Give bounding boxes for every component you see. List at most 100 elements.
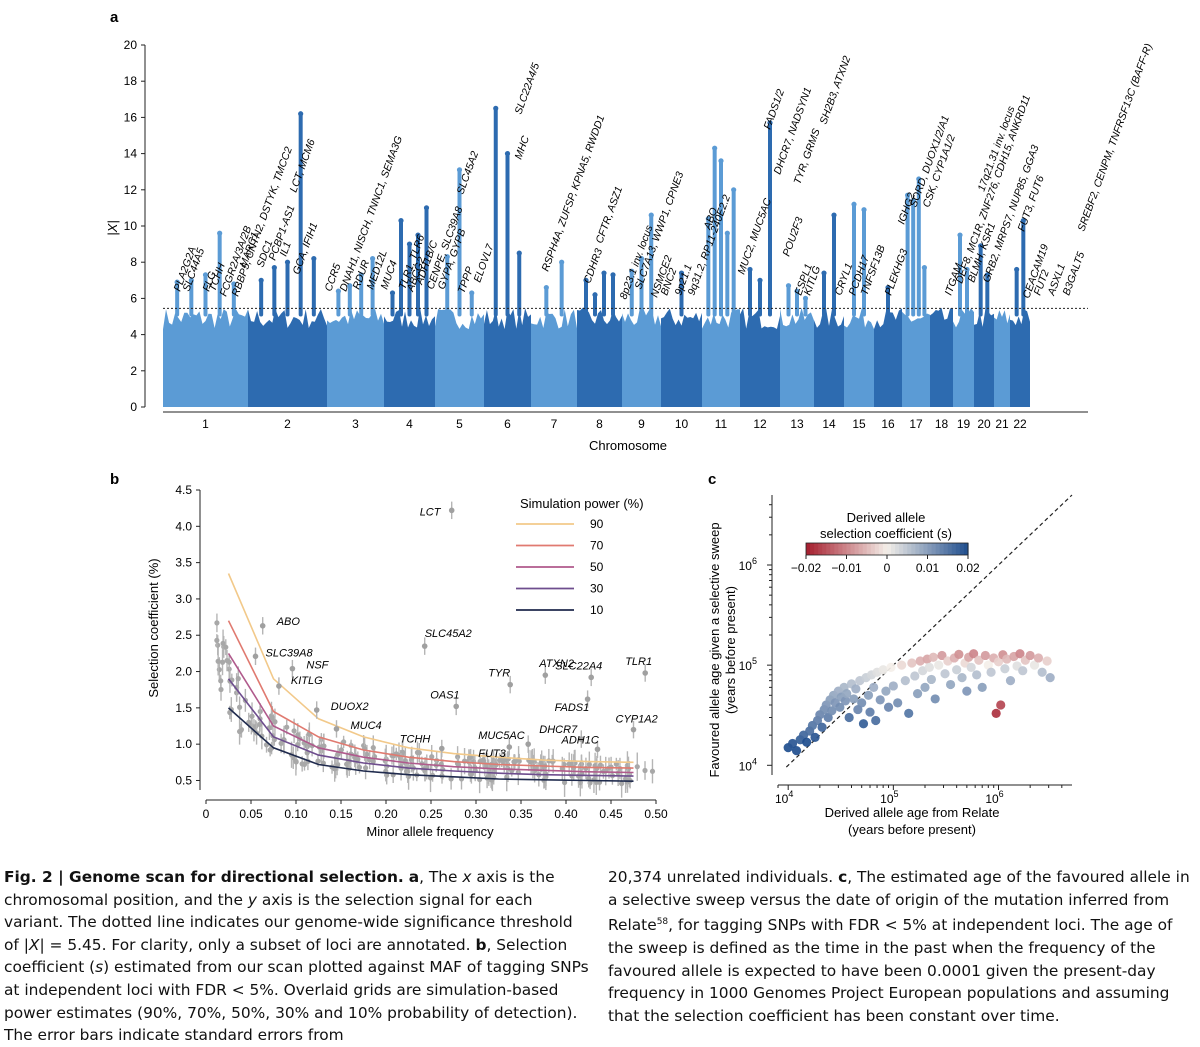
peak-column: [259, 280, 264, 317]
chromosome-tick-label: 9: [638, 417, 645, 431]
data-point: [218, 678, 224, 684]
figure-caption-right: 20,374 unrelated individuals. c, The est…: [608, 866, 1196, 1027]
point-label: SLC45A2: [425, 628, 472, 640]
sweep-point: [974, 655, 984, 665]
chromosome-tick-label: 1: [202, 417, 209, 431]
peak-point: [610, 272, 616, 278]
chromosome-chromosome-band: [163, 309, 248, 407]
sweep-point: [993, 657, 1004, 667]
peak-column: [706, 218, 711, 317]
chromosome-tick-label: 3: [352, 417, 359, 431]
data-point: [215, 658, 221, 664]
data-point: [561, 779, 568, 786]
colorbar-segment: [959, 543, 965, 555]
chromosome-chromosome-band: [484, 308, 531, 407]
y-tick-label: 20: [124, 38, 138, 52]
point-label: SLC39A8: [266, 647, 314, 659]
power-line-10: [227, 707, 634, 782]
y-tick-label: 104: [739, 756, 757, 773]
peak-point: [188, 277, 194, 283]
sweep-point: [977, 682, 987, 692]
peak-column: [285, 262, 290, 317]
point-label: ABO: [276, 616, 301, 628]
data-point: [267, 747, 273, 753]
colorbar-segment: [955, 543, 961, 555]
colorbar-segment: [891, 543, 896, 555]
colorbar-segment: [846, 543, 852, 555]
chromosome-tick-label: 15: [852, 417, 866, 431]
y-tick-label: 12: [124, 183, 138, 197]
peak-point: [724, 230, 730, 236]
sweep-point: [1033, 653, 1044, 663]
peak-column: [370, 258, 375, 317]
caption-text: 20,374 unrelated individuals.: [608, 868, 839, 886]
peak-column: [336, 291, 341, 317]
peak-column: [424, 207, 429, 317]
colorbar-segment: [887, 543, 892, 555]
point-label: OAS1: [430, 689, 459, 701]
data-point: [272, 719, 278, 725]
sweep-point: [910, 671, 920, 681]
peak-column: [822, 273, 826, 317]
locus-label: SH2B3, ATXN2: [818, 54, 854, 126]
locus-label: IL1: [278, 240, 294, 258]
colorbar-title-line2: selection coefficient (s): [820, 526, 952, 541]
allele-age-plot: c 104 105 106 104 105 106 −0.02 −0.01 0 0.01 0.02…: [707, 471, 1073, 837]
peak-point: [767, 120, 773, 126]
colorbar-segment: [866, 543, 872, 555]
peak-column: [916, 178, 921, 317]
sweep-point: [869, 682, 879, 692]
colorbar-segment: [947, 543, 953, 555]
peak-point: [559, 259, 565, 265]
tick-exponent: 6: [999, 789, 1004, 799]
peak-point: [335, 288, 341, 294]
locus-label: SLC22A4/5: [513, 61, 543, 116]
colorbar-segment: [915, 543, 920, 555]
peak-column: [584, 280, 588, 317]
x-tick-label: 0.35: [509, 807, 533, 821]
locus-label: LCT, MCM6: [288, 138, 318, 195]
peak-column: [852, 204, 856, 317]
sweep-point: [980, 650, 990, 661]
colorbar-segment: [899, 543, 904, 555]
peak-column: [832, 215, 836, 317]
colorbar-segment: [907, 543, 912, 555]
peak-point: [861, 207, 867, 213]
caption-text: axis is the chromosomal position, and th…: [4, 868, 555, 909]
labelled-point: [630, 726, 637, 733]
point-label: MUC4: [351, 720, 382, 732]
locus-label: CDHR3: [582, 247, 606, 285]
colorbar-tick-label: 0.01: [916, 561, 940, 575]
peak-point: [174, 279, 180, 285]
peak-point: [423, 205, 430, 211]
point-label: ATXN2: [538, 658, 574, 670]
data-point: [295, 732, 301, 738]
labelled-point: [421, 643, 428, 649]
legend-label: 10: [590, 603, 604, 617]
peak-point: [905, 192, 911, 198]
y-tick-label: 0.5: [175, 773, 192, 787]
peak-column: [725, 233, 730, 317]
data-point: [625, 766, 632, 772]
y-axis-label: Selection coefficient (%): [146, 558, 161, 697]
sweep-point: [1042, 656, 1052, 666]
peak-point: [358, 272, 364, 278]
locus-label: MHC: [513, 134, 533, 161]
data-point: [338, 747, 344, 753]
labelled-point: [594, 746, 601, 753]
labelled-point: [313, 707, 320, 713]
colorbar-segment: [810, 543, 815, 555]
sweep-point: [844, 712, 854, 723]
locus-label: GCA, IFIH1: [291, 221, 321, 276]
data-point: [257, 721, 263, 728]
chromosome-chromosome-band: [1010, 309, 1030, 407]
y-tick-label: 2: [130, 364, 137, 378]
chromosome-tick-label: 13: [790, 417, 804, 431]
x-tick-label: 0: [203, 807, 210, 821]
data-point: [634, 764, 640, 770]
peak-column: [965, 269, 969, 317]
data-point: [224, 657, 230, 664]
y-tick-label: 3.0: [175, 592, 192, 606]
data-point: [219, 659, 226, 665]
sweep-point: [962, 686, 972, 696]
